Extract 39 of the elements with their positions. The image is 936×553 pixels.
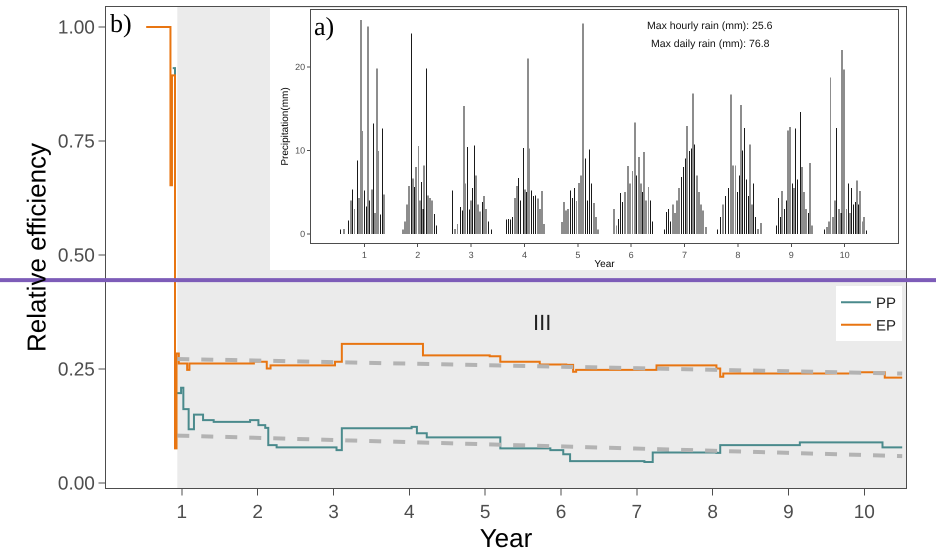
x-tick-label: 5 bbox=[480, 502, 490, 524]
x-axis-title: Year bbox=[480, 523, 533, 553]
y-tick-label: 1.00 bbox=[58, 18, 95, 39]
x-tick-label: 9 bbox=[783, 502, 794, 524]
x-tick-label: 1 bbox=[176, 502, 188, 524]
x-axis-title: Year bbox=[594, 259, 616, 270]
annotation: b) bbox=[110, 9, 132, 38]
annotation: Max hourly rain (mm): 25.6 bbox=[647, 20, 773, 32]
x-tick-label: 7 bbox=[682, 250, 688, 260]
legend-label: EP bbox=[876, 318, 896, 335]
legend-label: PP bbox=[876, 295, 896, 312]
x-tick-label: 7 bbox=[632, 502, 642, 524]
y-axis-title: Precipitation(mm) bbox=[280, 87, 292, 166]
x-tick-label: 2 bbox=[415, 250, 420, 260]
x-tick-label: 8 bbox=[707, 502, 718, 524]
y-axis-title: Relative efficiency bbox=[21, 142, 52, 352]
y-tick-label: 0.00 bbox=[58, 474, 95, 495]
y-tick-label: 10 bbox=[295, 145, 306, 156]
x-tick-label: 2 bbox=[252, 502, 263, 524]
x-tick-label: 10 bbox=[854, 502, 875, 524]
annotation: a) bbox=[314, 12, 334, 41]
x-tick-label: 5 bbox=[575, 250, 580, 260]
band-label: III bbox=[533, 310, 552, 335]
x-tick-label: 9 bbox=[788, 250, 794, 260]
y-tick-label: 0 bbox=[300, 228, 306, 239]
x-tick-label: 3 bbox=[468, 250, 474, 260]
annotation: Max daily rain (mm): 76.8 bbox=[651, 38, 770, 50]
x-tick-label: 4 bbox=[522, 250, 527, 260]
y-tick-label: 20 bbox=[295, 62, 306, 72]
x-tick-label: 3 bbox=[328, 502, 339, 524]
x-tick-label: 10 bbox=[840, 250, 850, 260]
y-tick-label: 0.75 bbox=[58, 132, 95, 153]
x-tick-label: 6 bbox=[556, 502, 566, 524]
x-tick-label: 8 bbox=[735, 250, 740, 260]
x-tick-label: 1 bbox=[362, 250, 367, 260]
y-tick-label: 0.25 bbox=[58, 360, 95, 381]
x-tick-label: 4 bbox=[404, 502, 416, 524]
y-tick-label: 0.50 bbox=[58, 246, 95, 267]
x-tick-label: 6 bbox=[628, 250, 634, 260]
